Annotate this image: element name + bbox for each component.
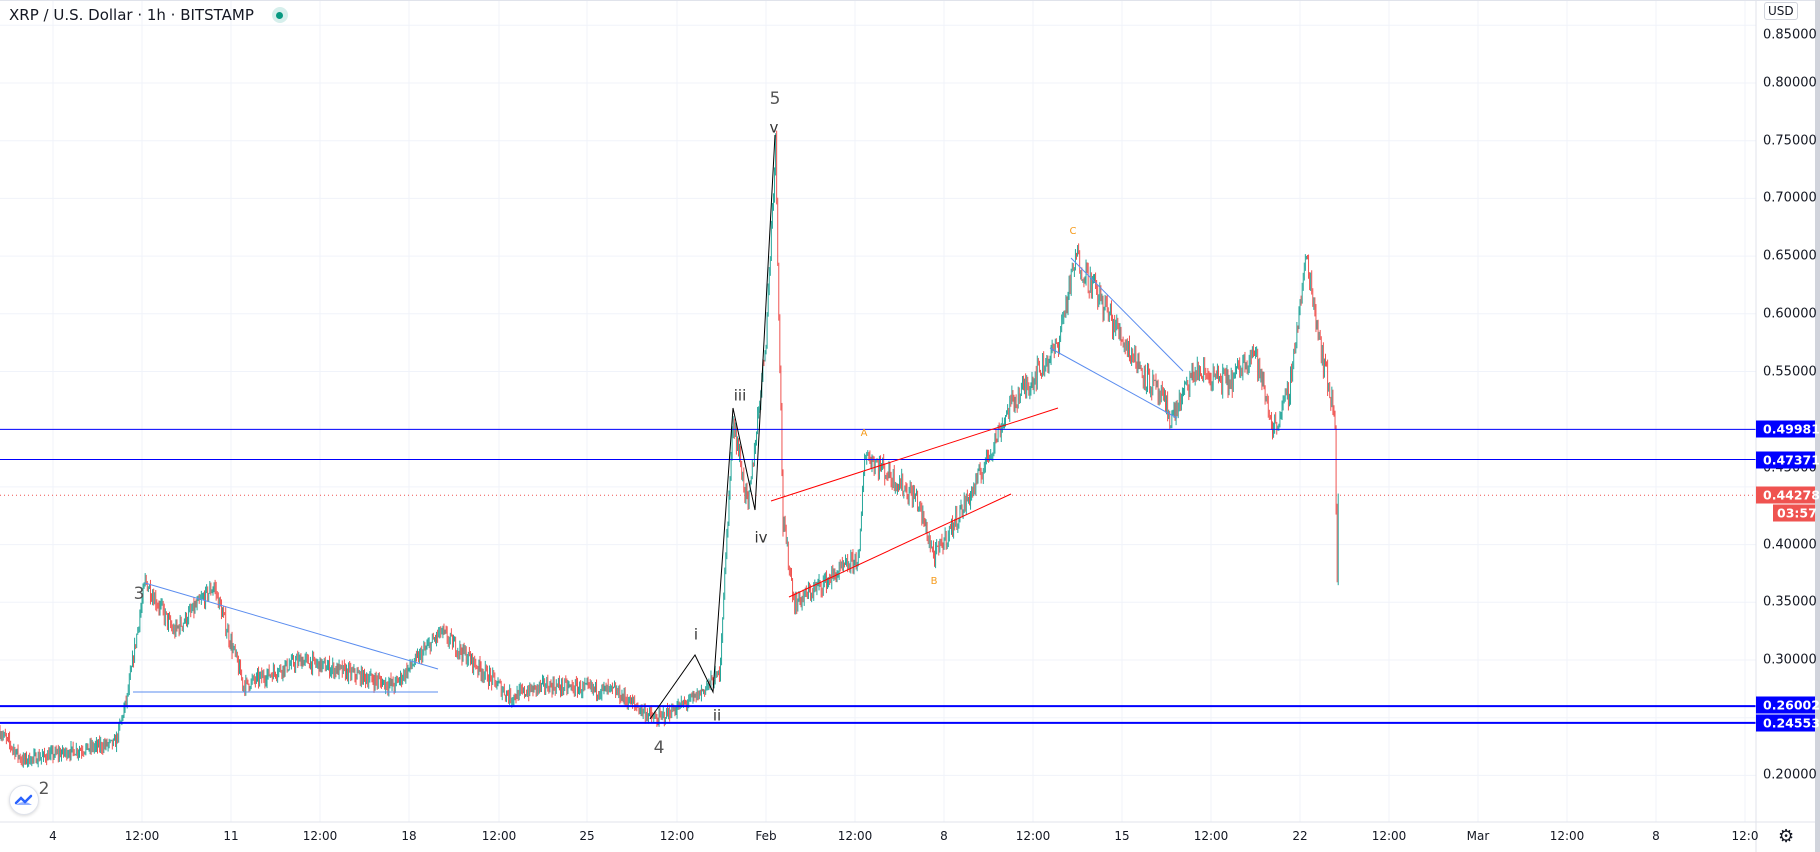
time-tick-label: 25 — [579, 829, 595, 843]
wave-label: B — [930, 576, 938, 587]
time-tick-label: 18 — [401, 829, 417, 843]
level-price-label: 0.26002 — [1756, 696, 1820, 714]
gear-icon[interactable]: ⚙ — [1778, 826, 1795, 847]
wave-label: C — [1069, 226, 1077, 237]
time-tick-label: 12:00 — [1549, 829, 1585, 843]
wave-label: ii — [712, 706, 722, 725]
tradingview-logo[interactable] — [9, 785, 39, 815]
time-tick-label: 8 — [1652, 829, 1660, 843]
time-tick-label: 12:00 — [837, 829, 873, 843]
time-tick-label: 4 — [49, 829, 57, 843]
wave-label: 3 — [133, 584, 145, 604]
wave-label: iii — [733, 386, 747, 405]
wave-label: 5 — [769, 89, 781, 109]
price-tick-label: 0.40000 — [1763, 537, 1817, 553]
time-tick-label: 12:00 — [481, 829, 517, 843]
drawings[interactable] — [0, 134, 1756, 724]
candles — [0, 130, 1339, 768]
triangle-upper-trendline — [144, 582, 439, 670]
level-price-label: 0.24553 — [1756, 714, 1820, 732]
wave-label: 2 — [38, 779, 50, 799]
time-tick-label: 12:00 — [1015, 829, 1051, 843]
price-tick-label: 0.60000 — [1763, 306, 1817, 322]
grid — [0, 0, 1756, 822]
level-price-label: 0.47371 — [1756, 451, 1820, 469]
currency-button[interactable]: USD — [1764, 2, 1798, 20]
descending-support-line — [1049, 347, 1178, 419]
time-tick-label: 15 — [1114, 829, 1130, 843]
price-tick-label: 0.20000 — [1763, 767, 1817, 783]
time-tick-label: 12:00 — [302, 829, 338, 843]
time-tick-label: Feb — [755, 829, 777, 843]
market-open-icon — [271, 7, 288, 23]
price-tick-label: 0.85000 — [1763, 27, 1817, 43]
time-tick-label: Mar — [1466, 829, 1490, 843]
wave-label: v — [769, 118, 779, 137]
symbol-header[interactable]: XRP / U.S. Dollar · 1h · BITSTAMP — [9, 6, 288, 24]
price-tick-label: 0.35000 — [1763, 594, 1817, 610]
time-tick-label: 12:00 — [1193, 829, 1229, 843]
price-tick-label: 0.55000 — [1763, 364, 1817, 379]
bar-countdown: 03:57 — [1773, 504, 1817, 522]
wave-label: A — [860, 428, 868, 439]
time-tick-label: 12:00 — [659, 829, 695, 843]
last-price-label: 0.44278 — [1756, 486, 1820, 504]
time-tick-label: 12:0 — [1731, 829, 1759, 843]
wave-label: 4 — [653, 738, 665, 758]
elliott-wave-path — [649, 134, 776, 720]
descending-trendline — [1070, 257, 1184, 372]
price-tick-label: 0.80000 — [1763, 75, 1817, 91]
price-tick-label: 0.30000 — [1763, 652, 1817, 668]
symbol-title: XRP / U.S. Dollar · 1h · BITSTAMP — [9, 6, 254, 24]
channel-upper-line — [770, 407, 1059, 502]
price-tick-label: 0.70000 — [1763, 190, 1817, 206]
time-tick-label: 12:00 — [1371, 829, 1407, 843]
wave-label: iv — [754, 528, 768, 547]
channel-lower-line — [788, 493, 1012, 598]
time-tick-label: 8 — [940, 829, 948, 843]
price-tick-label: 0.75000 — [1763, 133, 1817, 149]
time-tick-label: 12:00 — [124, 829, 160, 843]
time-tick-label: 11 — [223, 829, 239, 843]
level-price-label: 0.49981 — [1756, 420, 1820, 438]
price-tick-label: 0.65000 — [1763, 248, 1817, 264]
window-edge — [1815, 0, 1820, 852]
wave-label: i — [693, 625, 699, 644]
time-tick-label: 22 — [1292, 829, 1308, 843]
